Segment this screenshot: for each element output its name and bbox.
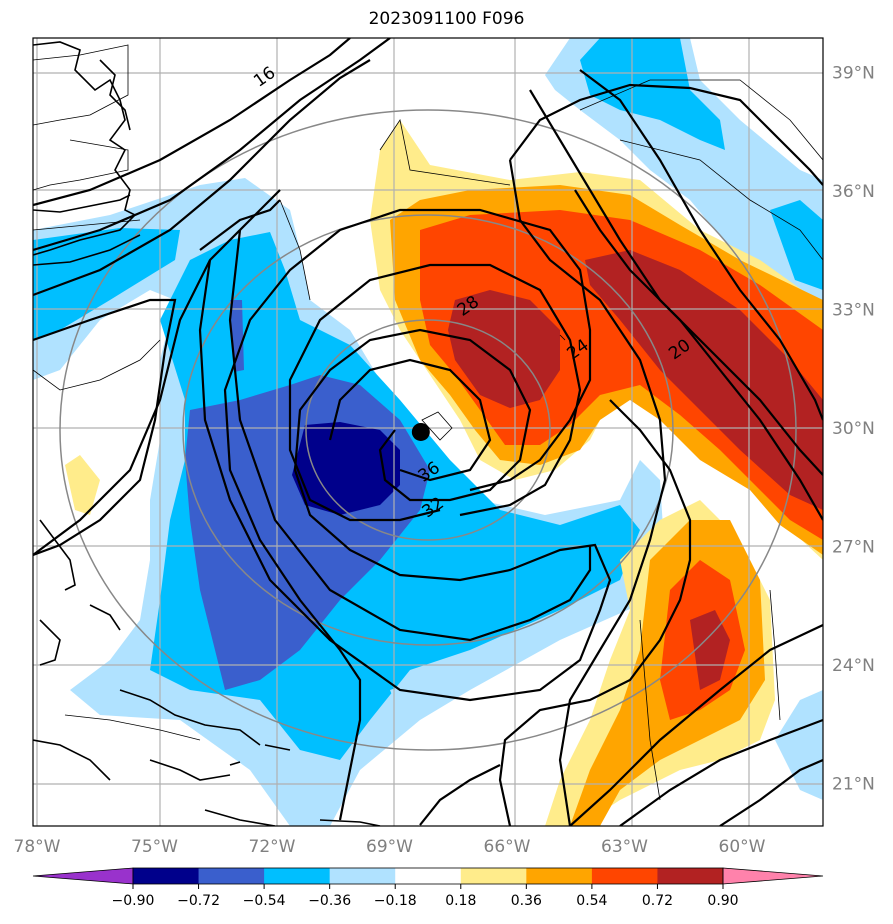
colorbar-tick-label: −0.54 xyxy=(243,893,286,909)
height-contours xyxy=(33,38,823,826)
colorbar-bin xyxy=(395,868,462,884)
lon-tick-label: 60°W xyxy=(719,837,766,857)
coastlines xyxy=(33,41,381,826)
colorbar-frame xyxy=(132,867,724,885)
lon-tick-label: 78°W xyxy=(14,837,61,857)
colorbar-tick-label: 0.90 xyxy=(707,893,738,909)
colorbar-tick-label: 0.36 xyxy=(511,893,542,909)
lat-tick-label: 24°N xyxy=(832,656,875,676)
lat-tick-label: 27°N xyxy=(832,538,875,558)
colorbar-bin xyxy=(657,868,724,884)
longitude-tick-labels: 78°W 75°W 72°W 69°W 66°W 63°W 60°W xyxy=(14,837,766,857)
negative-anomaly-field xyxy=(33,38,823,826)
lat-tick-label: 39°N xyxy=(832,64,875,84)
colorbar-tick-label: 0.54 xyxy=(576,893,607,909)
colorbar: −0.90 −0.72 −0.54 −0.36 −0.18 0.18 0.36 0.54 0.7… xyxy=(32,867,824,909)
colorbar-bin xyxy=(526,868,593,884)
colorbar-bin xyxy=(198,868,265,884)
range-rings xyxy=(59,109,797,751)
map-title: 2023091100 F096 xyxy=(368,9,525,29)
colorbar-tick-label: 0.18 xyxy=(445,893,476,909)
colorbar-extension-low xyxy=(32,867,134,885)
colorbar-extension-high xyxy=(722,867,824,885)
colorbar-bin xyxy=(133,868,200,884)
latitude-tick-labels: 39°N 36°N 33°N 30°N 27°N 24°N 21°N xyxy=(832,64,875,795)
state-borders xyxy=(33,44,823,801)
colorbar-tick-label: −0.18 xyxy=(374,893,417,909)
colorbar-bin xyxy=(329,868,396,884)
map-frame xyxy=(32,37,824,827)
colorbar-tick-label: −0.36 xyxy=(308,893,351,909)
lon-tick-label: 72°W xyxy=(249,837,296,857)
lat-tick-label: 36°N xyxy=(832,182,875,202)
colorbar-tick-label: −0.90 xyxy=(112,893,155,909)
colorbar-tick-label: −0.72 xyxy=(177,893,220,909)
lon-tick-label: 66°W xyxy=(484,837,531,857)
colorbar-bin xyxy=(264,868,331,884)
storm-center-marker xyxy=(411,422,430,441)
colorbar-bin xyxy=(460,868,527,884)
lat-tick-label: 21°N xyxy=(832,775,875,795)
graticule xyxy=(33,38,823,826)
lon-tick-label: 75°W xyxy=(131,837,178,857)
colorbar-tick-label: 0.72 xyxy=(642,893,673,909)
lat-tick-label: 33°N xyxy=(832,301,875,321)
lon-tick-label: 69°W xyxy=(366,837,413,857)
lon-tick-label: 63°W xyxy=(601,837,648,857)
colorbar-bin xyxy=(591,868,658,884)
lat-tick-label: 30°N xyxy=(832,419,875,439)
